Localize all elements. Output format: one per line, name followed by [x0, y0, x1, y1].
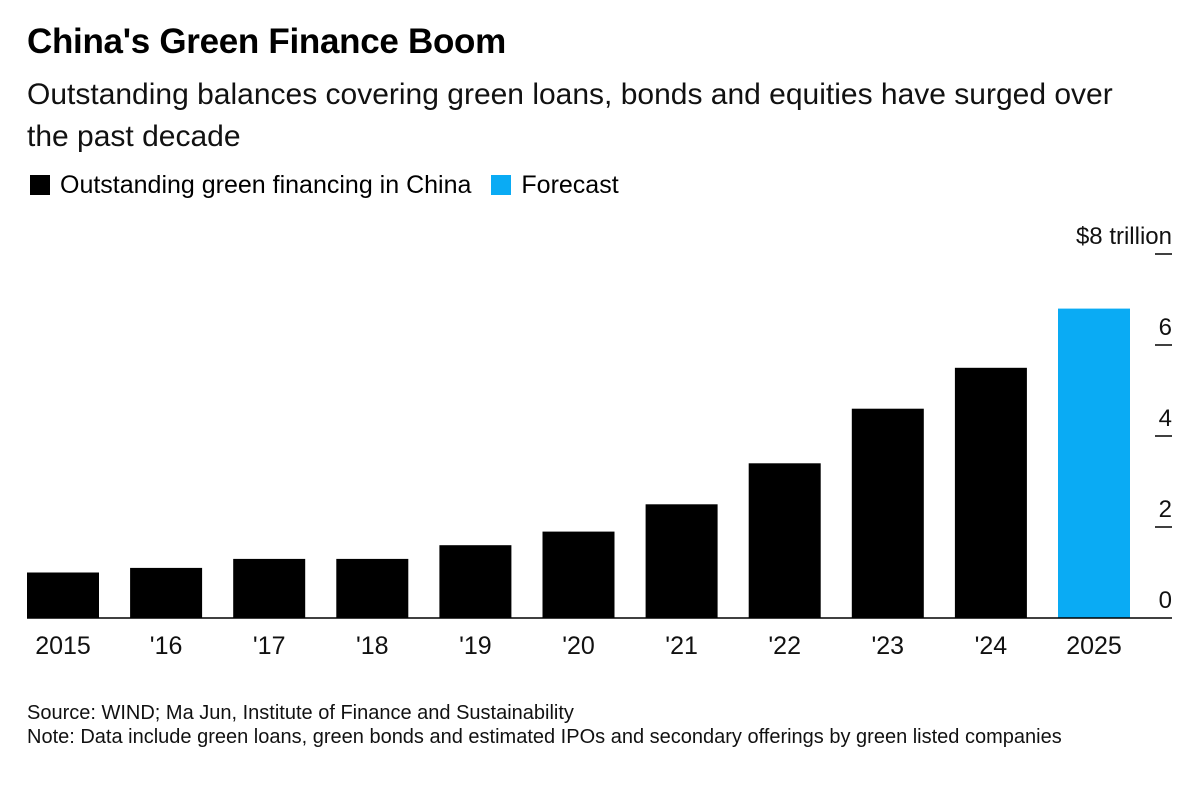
bar-10 — [1058, 308, 1130, 618]
y-tick-label-4: $8 trillion — [1076, 223, 1172, 250]
chart-subtitle: Outstanding balances covering green loan… — [27, 78, 1113, 153]
y-tick-label-0: 0 — [1159, 587, 1172, 614]
x-tick-label-8: '23 — [872, 632, 905, 660]
bar-6 — [645, 504, 718, 619]
x-tick-label-5: '20 — [562, 632, 595, 660]
legend-item-actual: Outstanding green financing in China — [30, 171, 471, 200]
x-tick-label-7: '22 — [768, 632, 801, 660]
bar-2 — [233, 558, 306, 618]
bar-5 — [542, 531, 615, 618]
bars-group — [27, 308, 1130, 619]
x-tick-label-4: '19 — [459, 632, 492, 660]
x-tick-label-0: 2015 — [35, 632, 91, 660]
x-tick-label-1: '16 — [150, 632, 183, 660]
x-tick-label-6: '21 — [665, 632, 698, 660]
source-note: Source: WIND; Ma Jun, Institute of Finan… — [27, 702, 574, 724]
legend-label-actual: Outstanding green financing in China — [60, 170, 472, 199]
bar-3 — [336, 558, 409, 618]
legend-swatch-forecast — [491, 175, 512, 195]
y-tick-label-3: 6 — [1159, 314, 1172, 341]
bar-chart: 2015 '16 '17 '18 '19 '20 '21 '22 '23 '24 2025 0 2 4 6… — [27, 223, 1172, 660]
chart-title: China's Green Finance Boom — [27, 22, 506, 61]
x-tick-label-9: '24 — [975, 632, 1008, 660]
bar-9 — [954, 367, 1027, 619]
bar-7 — [748, 463, 821, 618]
bar-4 — [439, 545, 512, 618]
x-tick-label-10: 2025 — [1066, 632, 1122, 660]
legend: Outstanding green financing in China For… — [30, 169, 639, 201]
bar-1 — [130, 567, 203, 618]
data-note: Note: Data include green loans, green bo… — [27, 726, 1062, 748]
y-tick-label-2: 4 — [1159, 405, 1172, 432]
bar-8 — [851, 408, 924, 618]
x-tick-label-2: '17 — [253, 632, 286, 660]
legend-label-forecast: Forecast — [521, 170, 619, 199]
footer: Source: WIND; Ma Jun, Institute of Finan… — [27, 701, 1167, 749]
legend-item-forecast: Forecast — [491, 170, 619, 200]
y-axis: 0 2 4 6 $8 trillion — [1076, 223, 1172, 614]
x-tick-label-3: '18 — [356, 632, 389, 660]
bar-0 — [27, 572, 99, 618]
legend-swatch-actual — [30, 175, 50, 195]
y-tick-label-1: 2 — [1159, 496, 1172, 523]
x-tick-labels: 2015 '16 '17 '18 '19 '20 '21 '22 '23 '24 2025 — [35, 632, 1122, 660]
